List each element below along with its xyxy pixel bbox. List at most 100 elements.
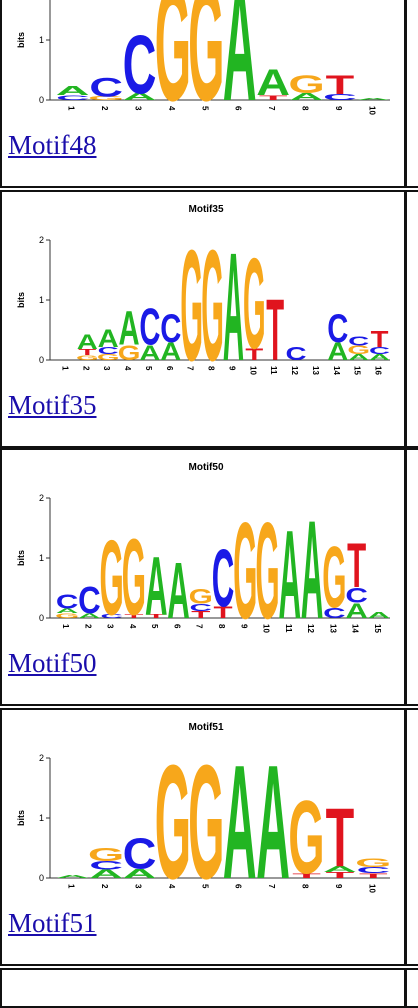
logo-letter-T: T [124,614,144,620]
logo-letter-C: C [323,93,357,102]
position-label: 14 [351,624,360,633]
position-label: 15 [353,366,362,375]
position-label: 6 [172,624,181,629]
logo-letter-G: G [122,517,146,638]
position-label: 13 [311,366,320,375]
position-label: 6 [234,884,243,889]
logo-letter-A: A [56,874,90,879]
position-label: 5 [144,366,153,371]
position-label: 2 [100,106,109,111]
motif-link[interactable]: Motif51 [8,908,97,938]
logo-letter-G: G [155,0,191,125]
logo-letter-C: C [98,345,119,356]
logo-title: Motif35 [189,204,224,215]
y-tick-label: 1 [39,295,44,305]
logo-letter-C: C [56,94,90,101]
position-label: 1 [67,884,76,889]
logo-letter-C: C [56,590,79,613]
y-tick-label: 2 [39,753,44,763]
position-label: 7 [267,106,276,111]
logo-letter-A: A [98,324,119,353]
y-axis-label: bits [16,32,26,48]
logo-letter-G: G [288,70,324,98]
logo-letter-A: A [78,612,101,619]
logo-letter-A: A [356,98,390,101]
logo-letter-G: G [88,845,124,866]
position-label: 2 [83,624,92,629]
position-label: 4 [128,624,137,629]
logo-letter-A: A [290,91,324,102]
motif-cell: Motif50 0 1 2 bits 1 G A C 2 A C 3 C G 4 T G 5 T A 6 A 7 T C G 8 T C 9… [0,448,406,706]
next-row-cell [0,968,406,1008]
motif-link[interactable]: Motif35 [8,390,97,420]
logo-letter-C: C [286,344,307,364]
logo-title: Motif51 [189,722,224,733]
logo-letter-C: C [89,73,123,102]
logo-letter-A: A [327,337,348,366]
logo-letter-T: T [326,871,355,880]
logo-letter-T: T [266,281,284,379]
logo-letter-G: G [55,612,79,619]
position-label: 7 [195,624,204,629]
logo-letter-A: A [145,540,168,633]
logo-letter-G: G [201,218,224,385]
logo-letter-G: G [76,354,99,361]
position-label: 1 [60,366,69,371]
logo-letter-T: T [326,792,355,884]
position-label: 15 [373,624,382,633]
position-label: 14 [332,366,341,375]
position-label: 4 [167,884,176,889]
logo-letter-G: G [88,96,124,102]
position-label: 13 [328,624,337,633]
logo-letter-T: T [191,609,210,620]
logo-letter-G: G [288,780,324,896]
y-axis-label: bits [16,292,26,308]
logo-letter-C: C [160,307,181,352]
logo-letter-T: T [347,530,366,601]
position-label: 6 [165,366,174,371]
logo-letter-G: G [322,529,346,626]
logo-letter-C: C [212,533,235,624]
logo-letter-A: A [223,221,244,385]
logo-letter-C: C [189,602,212,613]
logo-letter-T: T [213,603,233,622]
logo-letter-A: A [348,353,369,362]
logo-letter-C: C [123,829,157,878]
adjacent-cell [405,190,418,448]
adjacent-cell [405,0,418,188]
logo-letter-G: G [188,0,224,125]
position-label: 10 [367,884,376,893]
y-axis-label: bits [16,550,26,566]
logo-letter-G: G [100,518,124,637]
logo-letter-A: A [160,337,181,366]
logo-letter-G: G [189,584,213,608]
logo-letter-A: A [56,84,90,99]
position-label: 7 [186,366,195,371]
logo-letter-A: A [279,503,302,643]
logo-letter-A: A [256,733,290,903]
y-tick-label: 2 [39,235,44,245]
motif-link[interactable]: Motif50 [8,648,97,678]
position-label: 12 [290,366,299,375]
logo-letter-A: A [369,353,390,362]
position-label: 2 [100,884,109,889]
logo-letter-A: A [256,62,290,104]
position-label: 8 [207,366,216,371]
logo-letter-G: G [243,231,266,376]
position-label: 10 [248,366,257,375]
position-label: 8 [217,624,226,629]
position-label: 3 [134,884,143,889]
logo-letter-G: G [347,343,370,356]
logo-letter-A: A [223,0,257,125]
logo-letter-A: A [368,610,391,619]
logo-letter-C: C [78,579,101,622]
position-label: 3 [106,624,115,629]
motif-link[interactable]: Motif48 [8,130,97,160]
position-label: 3 [102,366,111,371]
position-label: 4 [167,106,176,111]
logo-letter-T: T [78,348,96,357]
logo-letter-G: G [188,733,224,903]
